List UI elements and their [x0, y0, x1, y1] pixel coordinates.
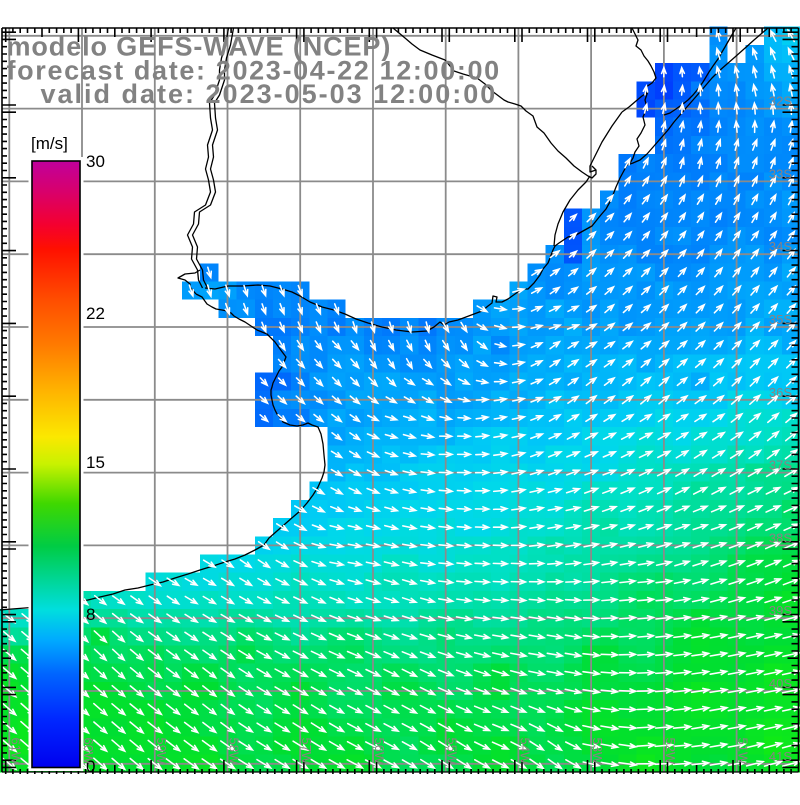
svg-text:30: 30	[86, 152, 105, 171]
svg-text:38S: 38S	[769, 530, 792, 545]
svg-text:40S: 40S	[769, 676, 792, 691]
svg-text:57W: 57W	[299, 738, 314, 765]
svg-text:32S: 32S	[769, 94, 792, 109]
svg-text:valid date: 2023-05-03 12:00:0: valid date: 2023-05-03 12:00:00	[41, 79, 498, 109]
svg-text:15: 15	[86, 453, 105, 472]
svg-text:61W: 61W	[8, 738, 23, 765]
svg-text:59W: 59W	[154, 738, 169, 765]
svg-text:54W: 54W	[517, 738, 532, 765]
svg-text:[m/s]: [m/s]	[31, 134, 68, 153]
svg-text:58W: 58W	[227, 738, 242, 765]
svg-text:8: 8	[86, 605, 95, 624]
svg-text:36S: 36S	[769, 385, 792, 400]
svg-text:34S: 34S	[769, 239, 792, 254]
svg-text:51W: 51W	[736, 738, 751, 765]
svg-text:55W: 55W	[445, 738, 460, 765]
svg-text:60W: 60W	[81, 738, 96, 765]
svg-text:35S: 35S	[769, 312, 792, 327]
svg-text:41S: 41S	[769, 749, 792, 764]
svg-text:56W: 56W	[372, 738, 387, 765]
svg-text:forecast date: 2023-04-22 12:0: forecast date: 2023-04-22 12:00:00	[7, 56, 501, 86]
svg-text:33S: 33S	[769, 166, 792, 181]
svg-text:modelo GEFS-WAVE (NCEP): modelo GEFS-WAVE (NCEP)	[7, 32, 392, 62]
svg-text:52W: 52W	[663, 738, 678, 765]
svg-text:39S: 39S	[769, 603, 792, 618]
svg-text:0: 0	[86, 757, 95, 776]
svg-text:53W: 53W	[590, 738, 605, 765]
svg-text:22: 22	[86, 304, 105, 323]
svg-text:37S: 37S	[769, 458, 792, 473]
